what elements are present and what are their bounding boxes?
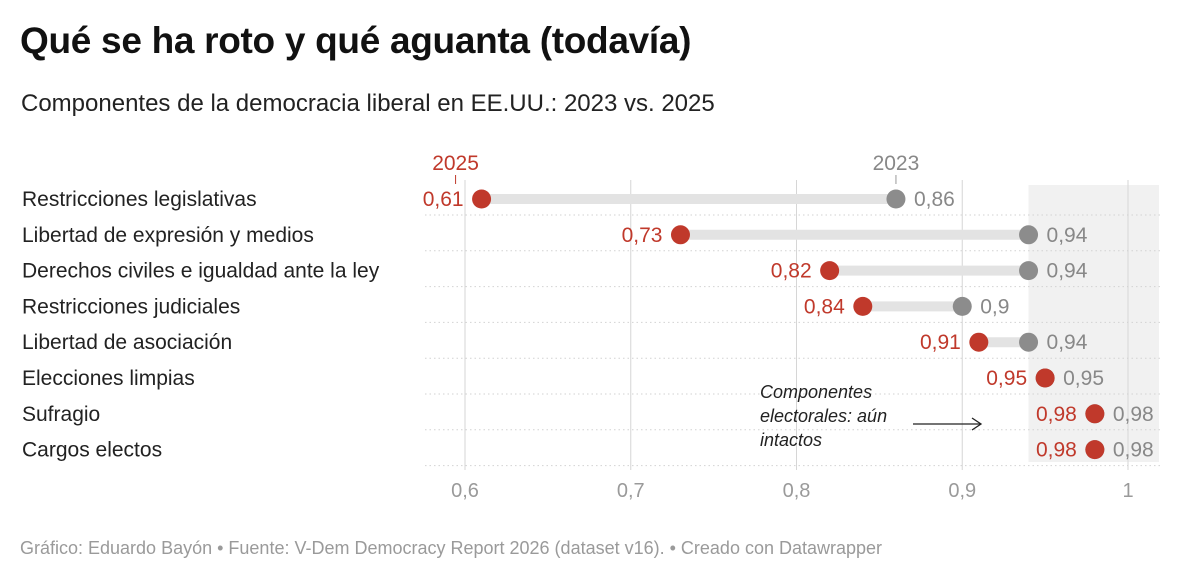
annotation-line: intactos	[760, 430, 822, 450]
value-label-2023: 0,94	[1047, 224, 1088, 247]
annotation-line: Componentes	[760, 382, 872, 402]
category-label: Libertad de expresión y medios	[22, 224, 314, 247]
category-label: Restricciones judiciales	[22, 295, 240, 318]
dot-2025	[820, 261, 840, 281]
value-label-2023: 0,94	[1047, 331, 1088, 354]
dot-2025	[670, 225, 690, 245]
value-label-2025: 0,82	[771, 260, 812, 283]
category-label: Cargos electos	[22, 439, 162, 462]
value-label-2025: 0,73	[622, 224, 663, 247]
dot-2025	[969, 332, 989, 352]
value-label-2025: 0,84	[804, 295, 845, 318]
dot-2025	[1085, 440, 1105, 460]
dot-2023	[1019, 261, 1039, 281]
dot-2025	[472, 189, 492, 209]
x-tick-label: 0,8	[783, 480, 811, 502]
annotation-line: electorales: aún	[760, 406, 887, 426]
x-tick-label: 1	[1122, 480, 1133, 502]
value-label-2025: 0,98	[1036, 439, 1077, 462]
dot-2023	[1019, 332, 1039, 352]
value-label-2023: 0,95	[1063, 367, 1104, 390]
value-label-2023: 0,9	[980, 295, 1009, 318]
category-label: Libertad de asociación	[22, 331, 232, 354]
value-label-2025: 0,61	[423, 188, 464, 211]
x-tick-label: 0,9	[948, 480, 976, 502]
series-label-2025: 2025	[432, 152, 479, 175]
value-label-2023: 0,98	[1113, 403, 1154, 426]
category-label: Restricciones legislativas	[22, 188, 257, 211]
value-label-2025: 0,98	[1036, 403, 1077, 426]
dot-2023	[1019, 225, 1039, 245]
x-tick-label: 0,6	[451, 480, 479, 502]
chart-subtitle: Componentes de la democracia liberal en …	[21, 90, 715, 117]
dot-2025	[853, 296, 873, 316]
annotation-arrowhead	[971, 417, 983, 431]
category-label: Derechos civiles e igualdad ante la ley	[22, 260, 380, 283]
chart-title: Qué se ha roto y qué aguanta (todavía)	[20, 20, 692, 61]
series-label-2023: 2023	[873, 152, 920, 175]
value-label-2023: 0,86	[914, 188, 955, 211]
category-label: Elecciones limpias	[22, 367, 195, 390]
category-label: Sufragio	[22, 403, 100, 426]
dot-2023	[952, 296, 972, 316]
chart-footer: Gráfico: Eduardo Bayón • Fuente: V-Dem D…	[20, 538, 883, 558]
value-label-2023: 0,94	[1047, 260, 1088, 283]
x-tick-label: 0,7	[617, 480, 645, 502]
dot-2025	[1035, 368, 1055, 388]
dot-2025	[1085, 404, 1105, 424]
dot-2023	[886, 189, 906, 209]
value-label-2025: 0,91	[920, 331, 961, 354]
value-label-2023: 0,98	[1113, 439, 1154, 462]
value-label-2025: 0,95	[986, 367, 1027, 390]
